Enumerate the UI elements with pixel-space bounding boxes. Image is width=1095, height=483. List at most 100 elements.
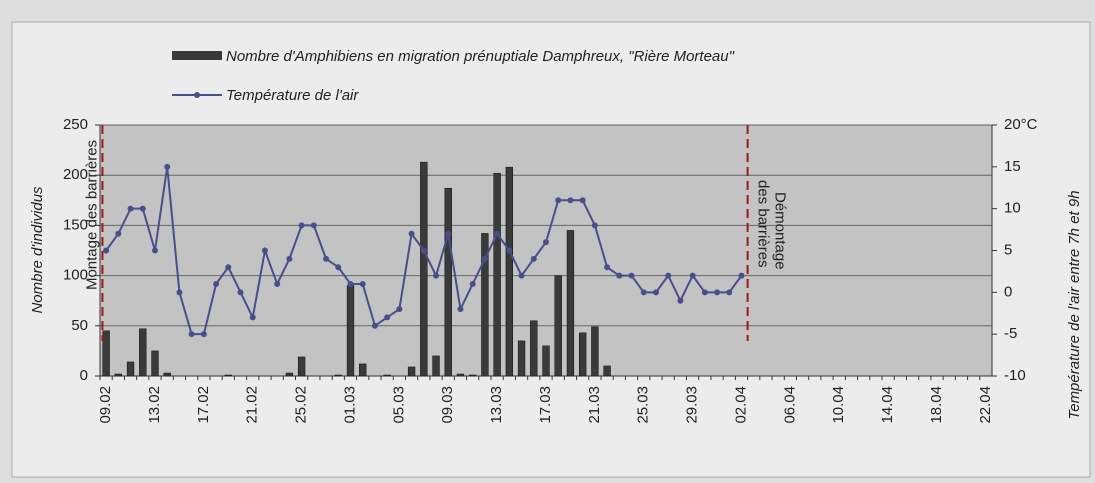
x-tick-label: 13.03 [488,386,505,424]
bar [591,326,599,377]
line-marker [555,197,562,204]
line-marker [457,306,464,313]
line-marker [213,280,220,287]
line-marker [249,314,256,321]
x-tick-label: 29.03 [684,386,701,424]
line-marker [433,272,440,279]
bar [359,363,367,377]
legend-label: Nombre d'Amphibiens en migration prénupt… [226,48,735,65]
x-tick-label: 17.03 [537,386,554,424]
annotation: des barrières [755,180,772,268]
y-tick-label: 200 [63,166,88,183]
bar [566,230,575,377]
bar [554,275,562,377]
line-marker [616,272,623,279]
line-marker [164,163,171,170]
bar [517,340,526,377]
bar [102,330,110,377]
bar [469,374,477,377]
bar [114,373,123,377]
bar [285,372,294,377]
line-marker [127,205,134,212]
line-marker [323,255,330,262]
line-marker [286,255,293,262]
x-tick-label: 25.02 [293,386,310,424]
x-tick-label: 09.03 [439,386,456,424]
y-tick-label: 50 [71,317,88,334]
bar [603,365,611,377]
y-tick-label: 150 [63,216,88,233]
bar [334,374,342,377]
plot-area [99,124,993,377]
line-marker [469,280,476,287]
bar [126,361,135,377]
line-marker [151,247,158,254]
bar [224,374,232,377]
line-marker [665,272,672,279]
x-tick-label: 05.03 [390,386,407,424]
line-marker [445,230,452,237]
line-marker [494,230,501,237]
line-marker [359,280,366,287]
line-marker [188,331,195,338]
line-marker [420,247,427,254]
line-marker [310,222,317,229]
y-tick-label: 0 [80,367,88,384]
line-marker [518,272,525,279]
x-tick-label: 13.02 [146,386,163,424]
line-marker [237,289,244,296]
line-marker [714,289,721,296]
line-marker [139,205,146,212]
y-axis-title: Nombre d'individus [29,186,46,314]
line-marker [604,264,611,271]
line-marker [298,222,305,229]
x-tick-label: 21.02 [244,386,261,424]
x-tick-label: 22.04 [977,386,994,424]
x-tick-label: 14.04 [879,386,896,424]
y-tick-label: 100 [63,267,88,284]
y2-tick-label: 15 [1004,158,1021,175]
y2-tick-label: -5 [1004,325,1017,342]
line-marker [543,239,549,246]
line-marker [567,197,574,204]
line-marker [591,222,598,229]
x-tick-label: 10.04 [830,386,847,424]
line-marker [640,289,647,296]
y2-tick-label: 5 [1004,241,1012,258]
line-marker [408,230,415,237]
line-marker [701,289,708,296]
line-marker [371,322,378,329]
x-tick-label: 21.03 [586,386,603,424]
line-marker [176,289,183,296]
line-marker [652,289,659,296]
annotation: Démontage [772,192,789,270]
bar [578,332,587,377]
bar [505,166,514,377]
bar [542,345,550,377]
bar [297,356,306,377]
line-marker [335,264,342,271]
x-tick-label: 25.03 [635,386,652,424]
bar [163,372,171,377]
bar [481,233,489,377]
legend-swatch [172,51,222,60]
x-tick-label: 18.04 [928,386,945,424]
line-marker [726,289,733,296]
line-marker [689,272,696,279]
bar [383,374,391,377]
y-tick-label: 250 [63,116,88,133]
line-marker [225,264,232,271]
bar [456,373,465,377]
y2-tick-label: -10 [1004,367,1026,384]
line-marker [738,272,745,279]
y2-tick-label: 10 [1004,200,1021,217]
bar [151,350,159,377]
legend-swatch [194,92,200,98]
line-marker [384,314,391,321]
line-marker [103,247,110,254]
x-tick-label: 01.03 [341,386,358,424]
bar [139,328,147,377]
line-marker [261,247,268,254]
bar [407,366,416,377]
